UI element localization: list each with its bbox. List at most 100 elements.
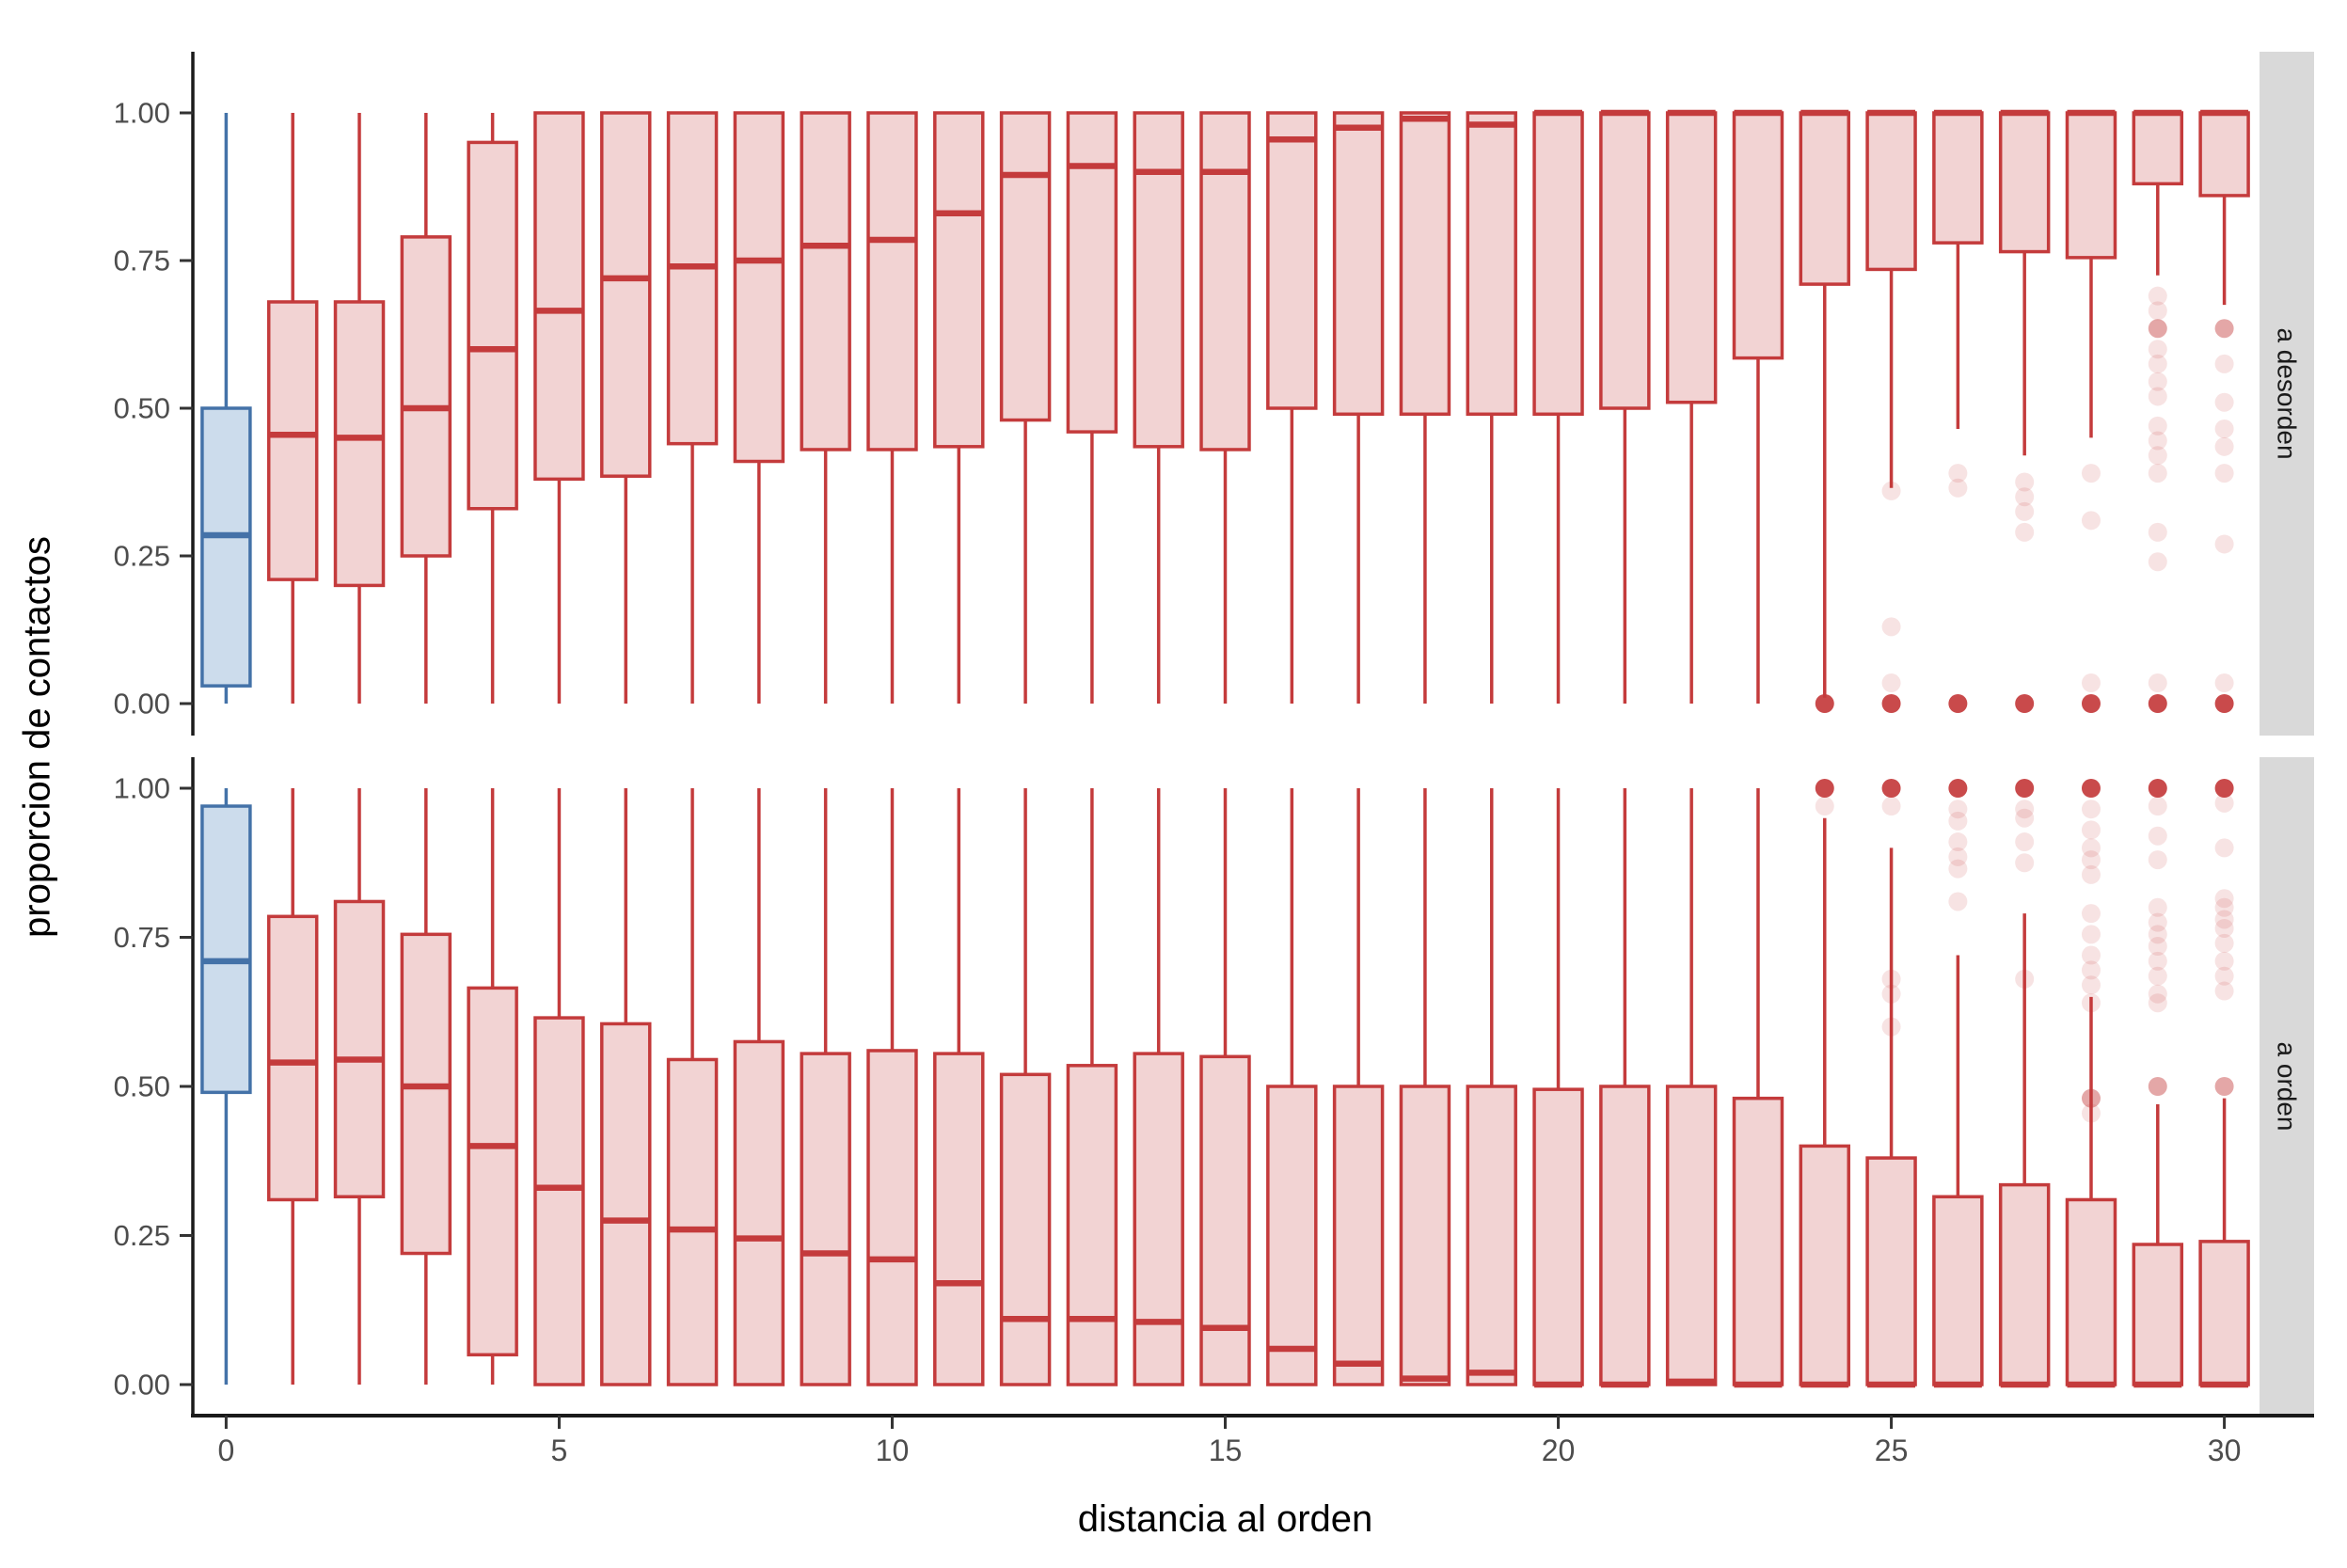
box-iqr bbox=[2198, 111, 2250, 198]
outlier-dot-dark bbox=[1815, 694, 1834, 713]
outlier-dot-pale bbox=[2148, 797, 2167, 816]
outlier-dot-pale bbox=[2015, 800, 2035, 819]
outlier-dot-pale bbox=[2214, 673, 2234, 693]
box-iqr bbox=[1332, 111, 1385, 417]
facet-strip-label: a orden bbox=[2273, 1042, 2302, 1132]
box-iqr bbox=[1266, 111, 1318, 410]
outlier-dot-pale bbox=[2081, 838, 2101, 858]
outlier-dot-pale bbox=[2148, 286, 2167, 306]
outlier-dot-dark bbox=[2015, 694, 2035, 713]
box-iqr bbox=[1865, 111, 1917, 272]
outlier-dot-pale bbox=[1881, 1017, 1901, 1037]
box-iqr bbox=[1066, 1064, 1118, 1386]
outlier-dot-pale bbox=[1881, 984, 1901, 1004]
box-iqr bbox=[800, 111, 851, 451]
box-iqr bbox=[1399, 111, 1451, 417]
outlier-dot-pale bbox=[1815, 797, 1834, 816]
outlier-dot-pale bbox=[2214, 793, 2234, 813]
box-iqr bbox=[400, 235, 452, 558]
outlier-dot-pale bbox=[2214, 910, 2234, 929]
y-axis-tick-label: 0.00 bbox=[114, 688, 170, 721]
y-axis-tick-label: 0.25 bbox=[114, 1219, 170, 1252]
box-iqr bbox=[2132, 1243, 2184, 1386]
box-iqr bbox=[1998, 111, 2051, 254]
outlier-dot-pale bbox=[2148, 850, 2167, 870]
box-iqr bbox=[2065, 1197, 2117, 1386]
box-iqr bbox=[1466, 111, 1517, 417]
outlier-dot-pale bbox=[2148, 464, 2167, 483]
outlier-dot-pale bbox=[2081, 673, 2101, 693]
outlier-dot-pale bbox=[2148, 984, 2167, 1004]
outlier-dot-dark bbox=[2148, 694, 2167, 713]
outlier-dot-pale bbox=[1881, 969, 1901, 989]
y-axis-tick-label: 0.75 bbox=[114, 921, 170, 954]
box-iqr bbox=[1799, 111, 1850, 286]
x-axis-tick-label: 15 bbox=[1209, 1433, 1243, 1467]
outlier-dot-pale bbox=[2081, 960, 2101, 980]
y-axis-tick-label: 0.50 bbox=[114, 1070, 170, 1103]
outlier-dot-pale bbox=[2081, 1103, 2101, 1123]
outlier-dot-pale bbox=[2148, 301, 2167, 321]
outlier-dot-pale bbox=[2081, 850, 2101, 870]
outlier-dot-pale bbox=[2081, 975, 2101, 995]
outlier-dot-pale bbox=[2214, 354, 2234, 373]
y-axis-tick-label: 1.00 bbox=[114, 772, 170, 805]
outlier-dot-dark bbox=[2015, 779, 2035, 798]
outlier-dot-pale bbox=[1881, 617, 1901, 637]
outlier-dot-pale bbox=[2015, 522, 2035, 542]
box-iqr bbox=[2132, 111, 2184, 186]
outlier-dot-pale bbox=[1881, 673, 1901, 693]
box-iqr bbox=[1199, 111, 1251, 451]
box-iqr bbox=[999, 1072, 1052, 1386]
box-iqr bbox=[1998, 1182, 2051, 1386]
outlier-dot-pale bbox=[2148, 826, 2167, 846]
outlier-dot-pale bbox=[2148, 912, 2167, 932]
outlier-dot-pale bbox=[2015, 832, 2035, 852]
box-iqr bbox=[1199, 1054, 1251, 1386]
outlier-dot-dark bbox=[2214, 694, 2234, 713]
box-iqr bbox=[333, 300, 386, 588]
box-iqr bbox=[866, 1049, 918, 1386]
outlier-dot-pale bbox=[2081, 945, 2101, 965]
outlier-dot-mid bbox=[2148, 319, 2167, 339]
box-iqr bbox=[1865, 1156, 1917, 1386]
outlier-dot-pale bbox=[2015, 808, 2035, 828]
outlier-dot-pale bbox=[2214, 464, 2234, 483]
outlier-dot-pale bbox=[2081, 925, 2101, 944]
x-axis-tick-label: 20 bbox=[1542, 1433, 1576, 1467]
outlier-dot-pale bbox=[1948, 892, 1968, 911]
outlier-dot-pale bbox=[2081, 993, 2101, 1013]
outlier-dot-dark bbox=[2081, 694, 2101, 713]
box-iqr bbox=[1399, 1085, 1451, 1386]
box-iqr bbox=[600, 111, 652, 478]
x-axis-tick-label: 30 bbox=[2208, 1433, 2242, 1467]
outlier-dot-dark bbox=[2081, 779, 2101, 798]
outlier-dot-pale bbox=[2214, 392, 2234, 412]
outlier-dot-mid bbox=[2148, 1077, 2167, 1096]
facet-strip bbox=[2260, 52, 2314, 736]
box-iqr bbox=[467, 140, 518, 511]
box-iqr bbox=[1932, 1195, 1984, 1386]
outlier-dot-pale bbox=[2015, 853, 2035, 873]
outlier-dot-pale bbox=[2081, 820, 2101, 840]
outlier-dot-pale bbox=[2214, 436, 2234, 456]
outlier-dot-pale bbox=[1881, 797, 1901, 816]
box-iqr bbox=[733, 111, 785, 464]
outlier-dot-pale bbox=[2148, 951, 2167, 971]
box-iqr bbox=[1332, 1085, 1385, 1386]
outlier-dot-pale bbox=[1948, 832, 1968, 852]
outlier-dot-dark bbox=[2148, 779, 2167, 798]
box-iqr bbox=[1665, 111, 1718, 404]
box-iqr bbox=[933, 111, 985, 449]
box-iqr bbox=[666, 111, 719, 446]
outlier-dot-pale bbox=[2148, 897, 2167, 917]
box-iqr bbox=[2198, 1240, 2250, 1386]
y-axis-title: proporcion de contactos bbox=[16, 536, 58, 938]
box-iqr bbox=[266, 914, 319, 1202]
box-iqr bbox=[1599, 111, 1651, 410]
box-iqr bbox=[1066, 111, 1118, 434]
outlier-dot-pale bbox=[2081, 800, 2101, 819]
box-iqr bbox=[1799, 1144, 1850, 1386]
outlier-dot-pale bbox=[2148, 673, 2167, 693]
